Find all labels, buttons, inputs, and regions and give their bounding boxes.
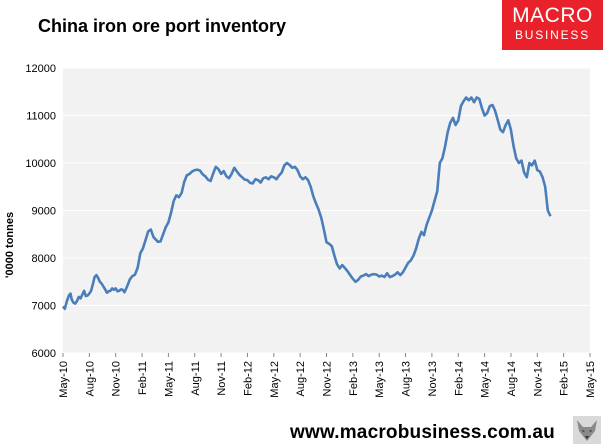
y-tick-label: 8000 (32, 253, 56, 265)
logo-line-1: MACRO (512, 4, 593, 27)
x-tick-label: Feb-15 (559, 361, 571, 396)
y-tick-label: 11000 (26, 111, 56, 123)
y-axis-label: '0000 tonnes (4, 212, 16, 278)
x-tick-label: Feb-11 (137, 361, 149, 395)
x-tick-label: Aug-11 (190, 361, 202, 396)
x-tick-label: May-12 (269, 361, 281, 398)
footer-url: www.macrobusiness.com.au (290, 422, 555, 443)
x-tick-label: May-15 (585, 361, 597, 398)
y-tick-label: 10000 (25, 158, 56, 170)
chart-title: China iron ore port inventory (38, 16, 287, 36)
x-tick-label: Feb-14 (453, 361, 465, 396)
x-axis-ticks: May-10 Aug-10 Nov-10 Feb-11 May-11 Aug-11 Nov-… (58, 353, 597, 398)
y-tick-label: 7000 (32, 301, 56, 313)
x-tick-label: Aug-13 (401, 361, 413, 396)
x-tick-label: Nov-14 (532, 361, 544, 396)
x-tick-label: Nov-12 (322, 361, 334, 396)
x-tick-label: May-10 (58, 361, 70, 398)
y-tick-label: 6000 (32, 348, 56, 360)
y-tick-label: 12000 (25, 63, 56, 75)
x-tick-label: May-13 (374, 361, 386, 398)
inventory-series-line (61, 96, 552, 311)
logo-line-2: BUSINESS (514, 28, 591, 42)
wolf-logo-icon (573, 416, 601, 444)
gridlines (63, 67, 590, 354)
y-axis-ticks: 6000 7000 8000 9000 10000 11000 12000 (25, 63, 56, 360)
x-tick-label: Aug-14 (506, 361, 518, 396)
x-tick-label: Feb-12 (242, 361, 254, 396)
x-tick-label: Nov-10 (111, 361, 123, 396)
x-tick-label: Aug-12 (295, 361, 307, 396)
y-tick-label: 9000 (32, 206, 56, 218)
x-tick-label: May-14 (480, 361, 492, 398)
x-tick-label: Feb-13 (348, 361, 360, 396)
x-tick-label: Nov-13 (427, 361, 439, 396)
x-tick-label: Nov-11 (216, 361, 228, 396)
macrobusiness-logo: MACRO BUSINESS (502, 0, 603, 50)
x-tick-label: May-11 (163, 361, 175, 397)
x-tick-label: Aug-10 (84, 361, 96, 396)
